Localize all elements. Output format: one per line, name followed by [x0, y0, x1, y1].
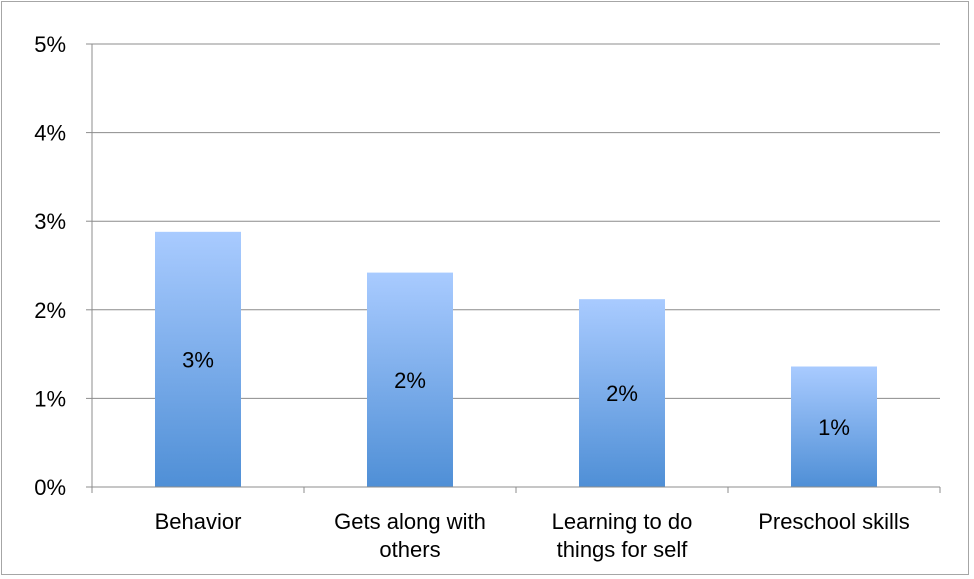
y-tick-label: 2%: [34, 298, 66, 323]
y-tick-label: 5%: [34, 32, 66, 57]
y-tick-label: 4%: [34, 121, 66, 146]
bar: [367, 272, 453, 487]
x-category-label: Behavior: [155, 509, 242, 534]
bar: [791, 366, 877, 487]
bars: [155, 231, 877, 487]
bar-data-label: 1%: [818, 415, 850, 440]
labels: 0% 1% 2% 3% 4% 5% 3% Behavior 2% Gets along with o…: [34, 32, 910, 562]
bar-data-label: 2%: [394, 368, 426, 393]
axes: [86, 43, 941, 493]
y-tick-label: 0%: [34, 475, 66, 500]
x-category-label: Gets along with others: [334, 509, 486, 562]
x-category-label: Learning to do things for self: [552, 509, 693, 562]
bar-data-label: 2%: [606, 381, 638, 406]
y-tick-label: 1%: [34, 386, 66, 411]
x-category-label: Preschool skills: [758, 509, 910, 534]
bar-data-label: 3%: [182, 347, 214, 372]
bar: [155, 231, 241, 487]
bar: [579, 299, 665, 487]
y-tick-label: 3%: [34, 209, 66, 234]
